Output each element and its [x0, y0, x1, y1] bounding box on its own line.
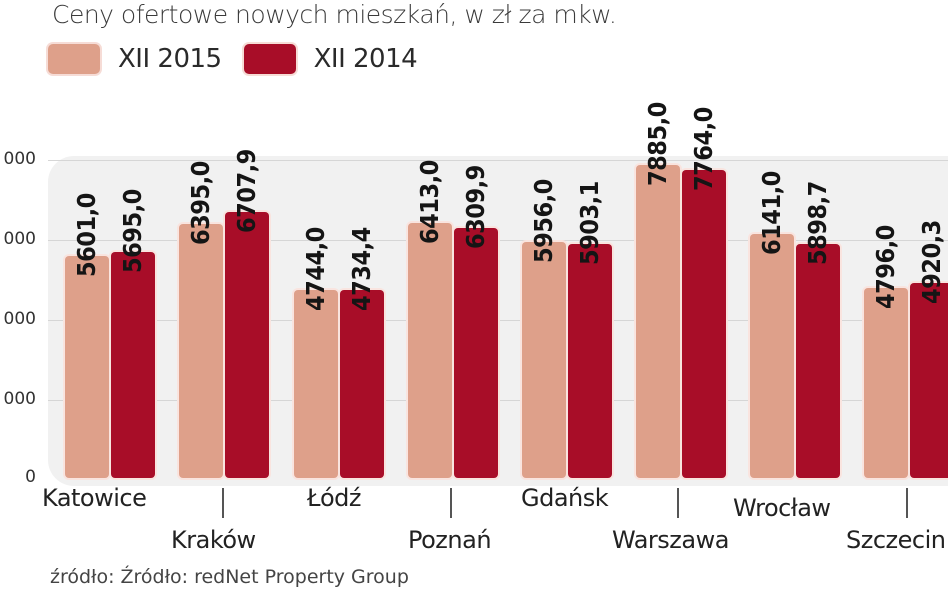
bar-kraków-2014 — [225, 212, 269, 478]
legend-label-2015: XII 2015 — [118, 44, 222, 74]
value-label: 6395,0 — [186, 161, 215, 245]
bar-gdańsk-2015 — [522, 242, 566, 478]
x-separator — [677, 488, 679, 518]
gridline — [48, 320, 948, 321]
y-tick-label: 0 — [25, 467, 36, 487]
x-label-warszawa: Warszawa — [612, 526, 729, 554]
x-separator — [450, 488, 452, 518]
value-label: 5898,7 — [803, 181, 832, 265]
legend-item-2014: XII 2014 — [243, 44, 418, 74]
bar-szczecin-2014 — [910, 283, 948, 478]
y-tick-label: 000 — [3, 229, 36, 249]
bar-warszawa-2015 — [636, 165, 680, 478]
legend-label-2014: XII 2014 — [313, 44, 418, 74]
x-label-krakow: Kraków — [171, 526, 256, 554]
bar-gdańsk-2014 — [568, 244, 612, 478]
x-separator — [222, 488, 224, 518]
legend-swatch-2015 — [48, 44, 100, 74]
source-note: źródło: Źródło: redNet Property Group — [50, 566, 409, 588]
x-separator — [906, 488, 908, 518]
bar-wrocław-2014 — [796, 244, 840, 478]
bar-warszawa-2014 — [682, 170, 726, 478]
value-label: 5956,0 — [529, 179, 558, 263]
legend: XII 2015 XII 2014 — [48, 44, 439, 74]
value-label: 6141,0 — [757, 171, 786, 255]
bar-kraków-2015 — [179, 224, 223, 478]
legend-item-2015: XII 2015 — [48, 44, 222, 74]
x-label-katowice: Katowice — [42, 484, 147, 512]
x-label-lodz: Łódź — [307, 484, 362, 512]
bar-katowice-2014 — [111, 252, 155, 478]
gridline — [48, 400, 948, 401]
gridline — [48, 240, 948, 241]
bar-katowice-2015 — [65, 256, 109, 478]
y-tick-label: 000 — [3, 389, 36, 409]
x-label-gdansk: Gdańsk — [521, 484, 609, 512]
bar-poznań-2014 — [454, 228, 498, 478]
bar-szczecin-2015 — [864, 288, 908, 478]
value-label: 6413,0 — [415, 160, 444, 244]
value-label: 7885,0 — [643, 102, 672, 186]
x-label-poznan: Poznań — [408, 526, 492, 554]
chart-title: Ceny ofertowe nowych mieszkań, w zł za m… — [52, 0, 617, 29]
y-tick-label: 000 — [3, 149, 36, 169]
bar-łódź-2015 — [294, 290, 338, 478]
bar-poznań-2015 — [408, 223, 452, 478]
value-label: 5695,0 — [118, 189, 147, 273]
value-label: 5601,0 — [72, 193, 101, 277]
value-label: 7764,0 — [689, 107, 718, 191]
value-label: 4920,3 — [917, 220, 946, 304]
value-label: 4796,0 — [871, 225, 900, 309]
value-label: 4744,0 — [301, 227, 330, 311]
value-label: 5903,1 — [575, 181, 604, 265]
value-label: 6309,9 — [461, 165, 490, 249]
x-label-wroclaw: Wrocław — [733, 494, 831, 522]
bar-łódź-2014 — [340, 290, 384, 478]
y-tick-label: 000 — [3, 309, 36, 329]
value-label: 6707,9 — [232, 149, 261, 233]
value-label: 4734,4 — [347, 227, 376, 311]
x-label-szczecin: Szczecin — [846, 526, 946, 554]
gridline — [48, 160, 948, 161]
legend-swatch-2014 — [243, 44, 296, 74]
bar-wrocław-2015 — [750, 234, 794, 478]
